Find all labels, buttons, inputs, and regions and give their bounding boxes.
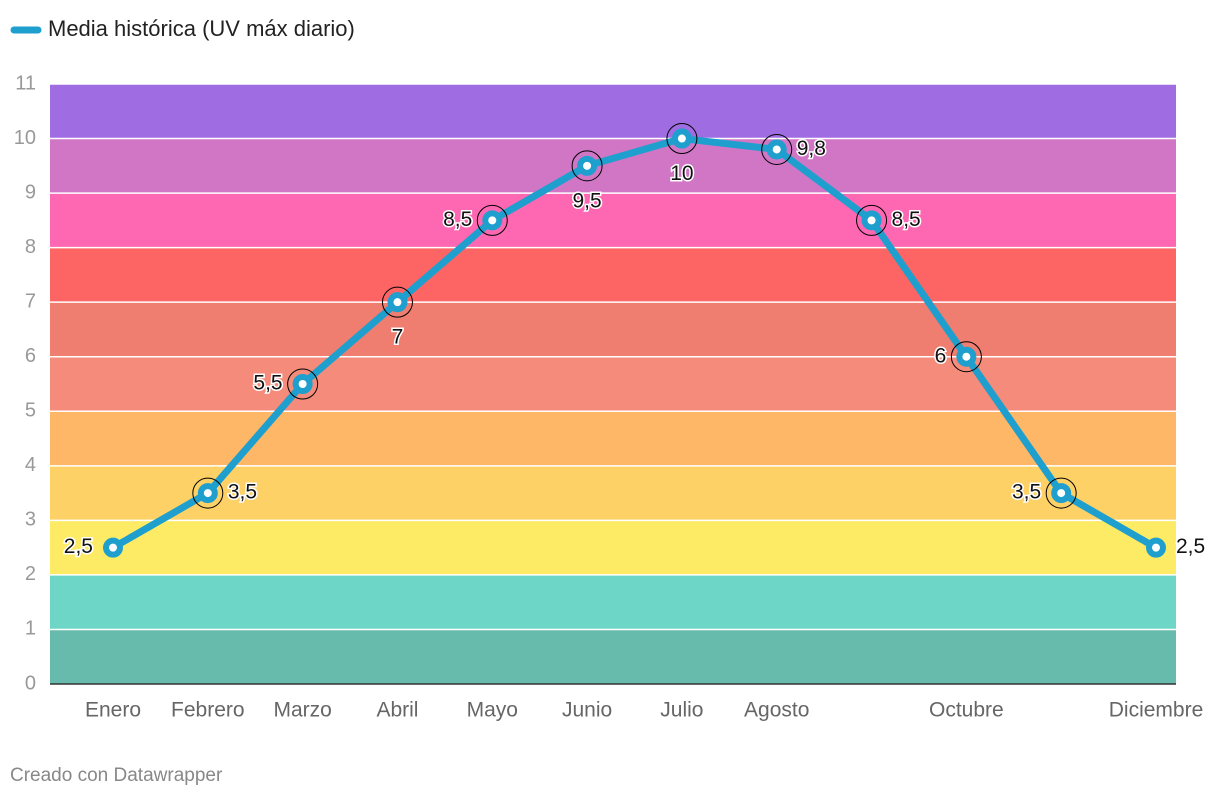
marker: [671, 128, 692, 149]
value-label: 10: [670, 162, 693, 185]
value-label: 6: [935, 344, 947, 367]
value-label: 9,5: [572, 189, 601, 212]
value-label: 3,5: [1012, 481, 1041, 504]
uv-band: [50, 465, 1176, 521]
y-tick-label: 5: [25, 400, 36, 422]
y-tick-label: 3: [25, 509, 36, 531]
uv-band: [50, 247, 1176, 303]
line: [111, 135, 1158, 551]
marker-ring: [381, 286, 413, 318]
uv-band: [50, 520, 1176, 575]
marker: [766, 139, 787, 160]
value-label: 3,5: [228, 481, 257, 504]
uv-band: [50, 302, 1176, 357]
marker: [1146, 537, 1166, 558]
uv-band: [50, 629, 1176, 684]
x-tick-label: Febrero: [171, 699, 245, 722]
y-tick-label: 11: [15, 72, 36, 94]
y-tick-label: 4: [25, 454, 36, 476]
x-tick-label: Enero: [85, 699, 141, 722]
uv-band: [50, 356, 1176, 412]
y-tick-label: 10: [14, 127, 36, 149]
marker-ring: [950, 341, 982, 373]
x-tick-label: Marzo: [273, 699, 331, 722]
uv-band: [50, 574, 1176, 630]
marker-ring: [666, 123, 698, 155]
y-tick-label: 7: [25, 290, 36, 312]
y-tick-label: 2: [25, 563, 36, 585]
marker-ring: [287, 368, 319, 400]
marker-ring: [856, 204, 888, 236]
marker: [577, 155, 598, 176]
marker: [387, 292, 408, 313]
x-tick-label: Agosto: [744, 699, 809, 722]
value-label: 7: [392, 326, 404, 349]
value-label: 2,5: [1176, 535, 1205, 558]
marker-ring: [761, 133, 793, 165]
marker: [956, 346, 977, 367]
marker: [103, 537, 123, 558]
value-label: 2,5: [64, 535, 93, 558]
x-tick-label: Diciembre: [1109, 699, 1204, 722]
value-label: 8,5: [443, 208, 472, 231]
x-tick-label: Junio: [562, 699, 612, 722]
marker: [861, 210, 882, 231]
marker-ring: [1045, 477, 1077, 509]
y-tick-label: 1: [25, 618, 36, 640]
credit: Creado con Datawrapper: [10, 765, 223, 786]
x-tick-label: Abril: [376, 699, 418, 722]
value-label: 8,5: [892, 208, 921, 231]
x-tick-label: Julio: [660, 699, 703, 722]
y-tick-label: 8: [25, 236, 36, 258]
x-tick-label: Octubre: [929, 699, 1004, 722]
marker-ring: [476, 204, 508, 236]
marker: [482, 210, 503, 231]
value-label: 5,5: [253, 372, 282, 395]
uv-band: [50, 193, 1176, 248]
y-tick-label: 9: [25, 181, 36, 203]
marker: [197, 483, 218, 504]
marker: [292, 374, 313, 394]
y-tick-label: 6: [25, 345, 36, 367]
marker: [1051, 483, 1072, 504]
uv-band: [50, 84, 1176, 139]
y-tick-label: 0: [25, 672, 36, 694]
value-label: 9,8: [797, 137, 826, 160]
marker-ring: [571, 150, 603, 182]
uv-band: [50, 138, 1176, 194]
marker-ring: [192, 477, 224, 509]
legend-label: Media histórica (UV máx diario): [48, 16, 355, 41]
x-tick-label: Mayo: [467, 699, 518, 722]
